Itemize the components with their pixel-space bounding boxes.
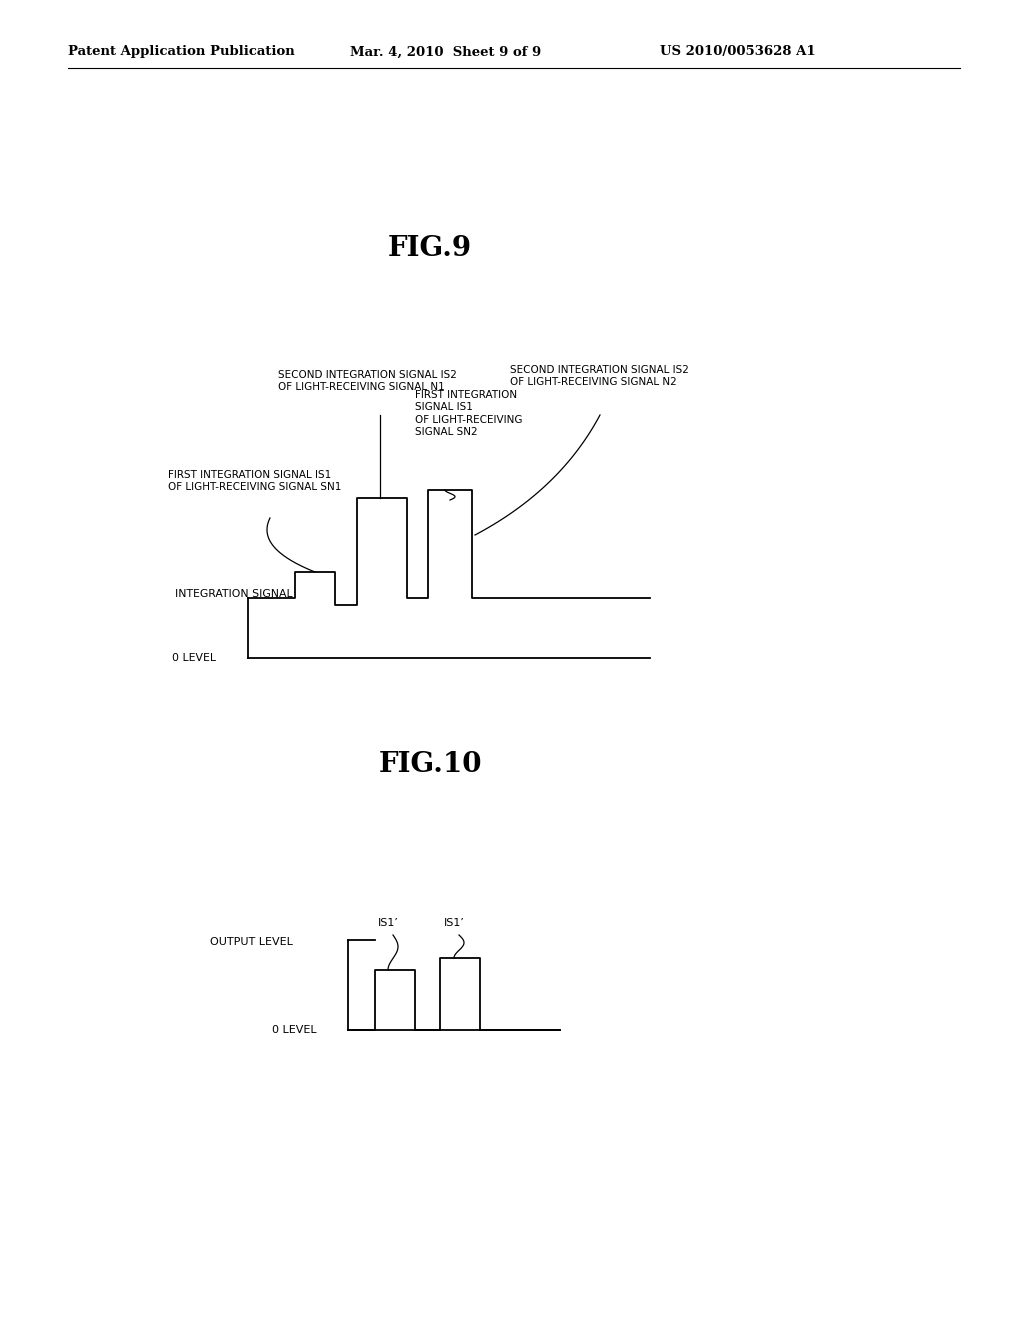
Text: FIG.10: FIG.10 xyxy=(378,751,481,779)
Text: IS1’: IS1’ xyxy=(378,917,399,928)
Text: IS1’: IS1’ xyxy=(444,917,465,928)
Text: SECOND INTEGRATION SIGNAL IS2
OF LIGHT-RECEIVING SIGNAL N2: SECOND INTEGRATION SIGNAL IS2 OF LIGHT-R… xyxy=(510,366,689,387)
Text: FIRST INTEGRATION
SIGNAL IS1
OF LIGHT-RECEIVING
SIGNAL SN2: FIRST INTEGRATION SIGNAL IS1 OF LIGHT-RE… xyxy=(415,389,522,437)
Text: US 2010/0053628 A1: US 2010/0053628 A1 xyxy=(660,45,816,58)
Text: Mar. 4, 2010  Sheet 9 of 9: Mar. 4, 2010 Sheet 9 of 9 xyxy=(350,45,542,58)
Text: INTEGRATION SIGNAL: INTEGRATION SIGNAL xyxy=(175,589,293,599)
Text: 0 LEVEL: 0 LEVEL xyxy=(272,1026,316,1035)
Text: 0 LEVEL: 0 LEVEL xyxy=(172,653,216,663)
Text: FIG.9: FIG.9 xyxy=(388,235,472,261)
Text: SECOND INTEGRATION SIGNAL IS2
OF LIGHT-RECEIVING SIGNAL N1: SECOND INTEGRATION SIGNAL IS2 OF LIGHT-R… xyxy=(278,370,457,392)
Text: OUTPUT LEVEL: OUTPUT LEVEL xyxy=(210,937,293,946)
Text: Patent Application Publication: Patent Application Publication xyxy=(68,45,295,58)
Text: FIRST INTEGRATION SIGNAL IS1
OF LIGHT-RECEIVING SIGNAL SN1: FIRST INTEGRATION SIGNAL IS1 OF LIGHT-RE… xyxy=(168,470,341,492)
